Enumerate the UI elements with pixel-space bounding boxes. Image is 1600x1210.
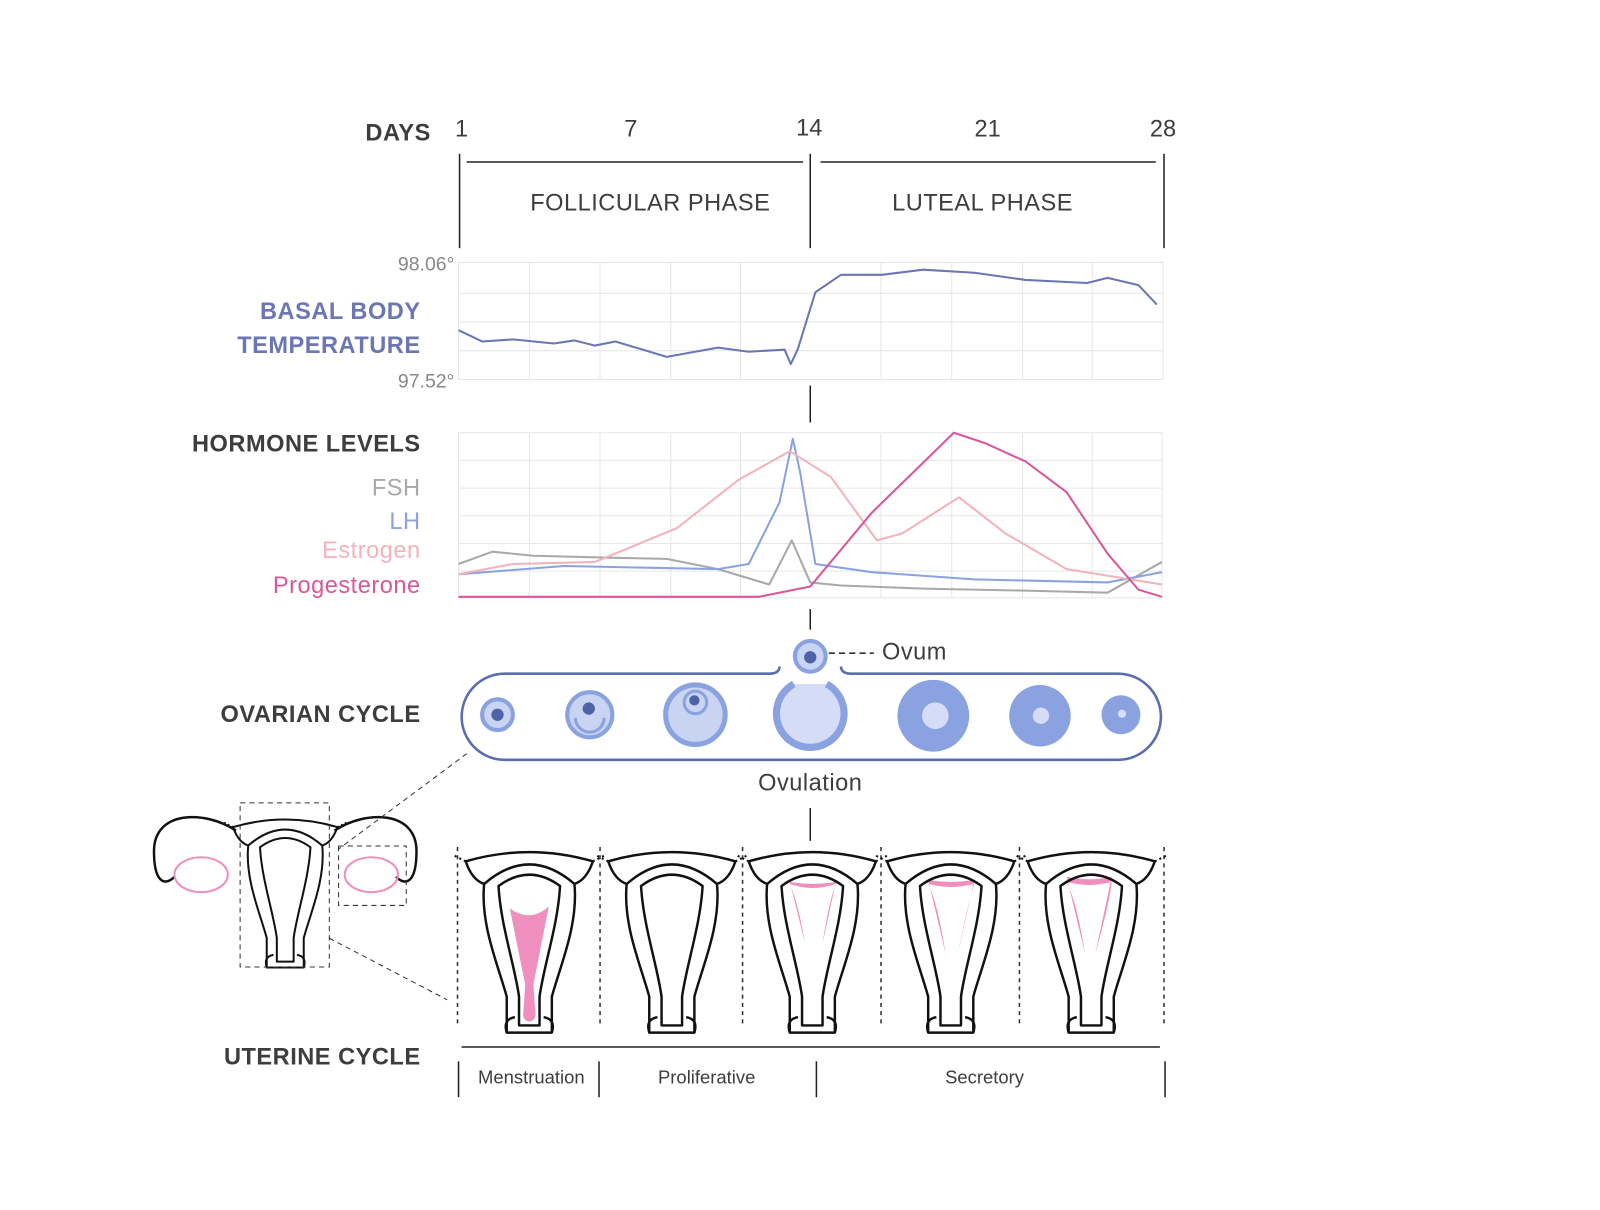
ovum-label: Ovum xyxy=(882,638,947,664)
day-tick: 28 xyxy=(1150,115,1176,141)
phase-lines xyxy=(458,153,1165,841)
ovary-capsule xyxy=(460,666,1163,762)
uterine-phase: Secretory xyxy=(945,1067,1025,1088)
uterine-lines xyxy=(457,1046,1166,1098)
ovarian-title: OVARIAN CYCLE xyxy=(220,701,420,727)
day-tick: 7 xyxy=(624,115,637,141)
temp-label: TEMPERATURE xyxy=(237,332,420,358)
reproductive-system xyxy=(152,753,468,1001)
fsh-curve xyxy=(458,539,1163,594)
days-label: DAYS xyxy=(365,120,430,146)
legend-entry: FSH xyxy=(372,474,421,500)
estrogen-curve xyxy=(458,450,1163,586)
uterus-stages xyxy=(452,847,1169,1034)
temp-max: 98.06° xyxy=(398,254,455,276)
temperature-grid xyxy=(458,261,1164,380)
uterine-phase: Proliferative xyxy=(658,1067,755,1088)
legend-entry: LH xyxy=(389,508,420,534)
phase-label: LUTEAL PHASE xyxy=(892,189,1073,215)
temperature-curve xyxy=(458,268,1158,366)
uterine-phase: Menstruation xyxy=(478,1067,585,1088)
phase-label: FOLLICULAR PHASE xyxy=(530,189,770,215)
legend-entry: Progesterone xyxy=(273,572,421,598)
progesterone-curve xyxy=(458,431,1163,598)
hormone-grid xyxy=(458,432,1163,599)
temp-label: BASAL BODY xyxy=(260,298,421,324)
ovulation-label: Ovulation xyxy=(758,770,862,796)
day-tick: 21 xyxy=(975,115,1001,141)
hormones-title: HORMONE LEVELS xyxy=(192,430,421,456)
day-tick: 14 xyxy=(796,114,822,140)
uterine-title: UTERINE CYCLE xyxy=(224,1043,421,1069)
follicles xyxy=(480,638,1141,752)
temp-min: 97.52° xyxy=(398,371,455,393)
legend-entry: Estrogen xyxy=(322,537,420,563)
day-ticks: 1 7 14 21 28 xyxy=(455,114,1176,141)
day-tick: 1 xyxy=(455,115,468,141)
